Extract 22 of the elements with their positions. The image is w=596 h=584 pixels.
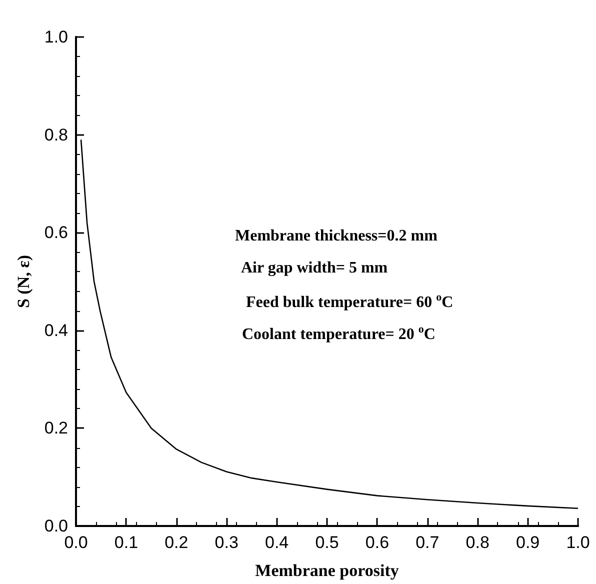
annotation: Membrane thickness=0.2 mm	[235, 228, 438, 244]
y-tick-label: 0.2	[44, 418, 68, 438]
x-tick-label: 0.6	[365, 533, 390, 552]
line-series	[80, 139, 579, 510]
x-tick-label: 0.5	[315, 533, 339, 552]
annotation: Air gap width= 5 mm	[241, 260, 388, 276]
x-tick-label: 0.2	[164, 533, 188, 552]
x-tick-label: 0.8	[466, 533, 490, 552]
y-tick-label: 0.8	[44, 125, 68, 144]
y-tick-label: 1.0	[44, 28, 68, 46]
y-tick-label: 0.0	[44, 516, 68, 536]
x-tick-label: 0.1	[114, 533, 138, 552]
y-axis-title: S (N, ε)	[14, 254, 33, 308]
y-tick-label: 0.4	[44, 320, 68, 340]
x-tick-label: 0.9	[516, 533, 540, 552]
x-axis-title: Membrane porosity	[255, 561, 400, 580]
x-tick-label: 0.3	[214, 533, 238, 552]
y-tick-label: 0.6	[44, 223, 68, 242]
x-tick-label: 1.0	[566, 533, 590, 552]
x-tick-label: 0.0	[64, 533, 88, 552]
x-tick-label: 0.7	[416, 533, 440, 552]
x-tick-label: 0.4	[264, 533, 289, 552]
